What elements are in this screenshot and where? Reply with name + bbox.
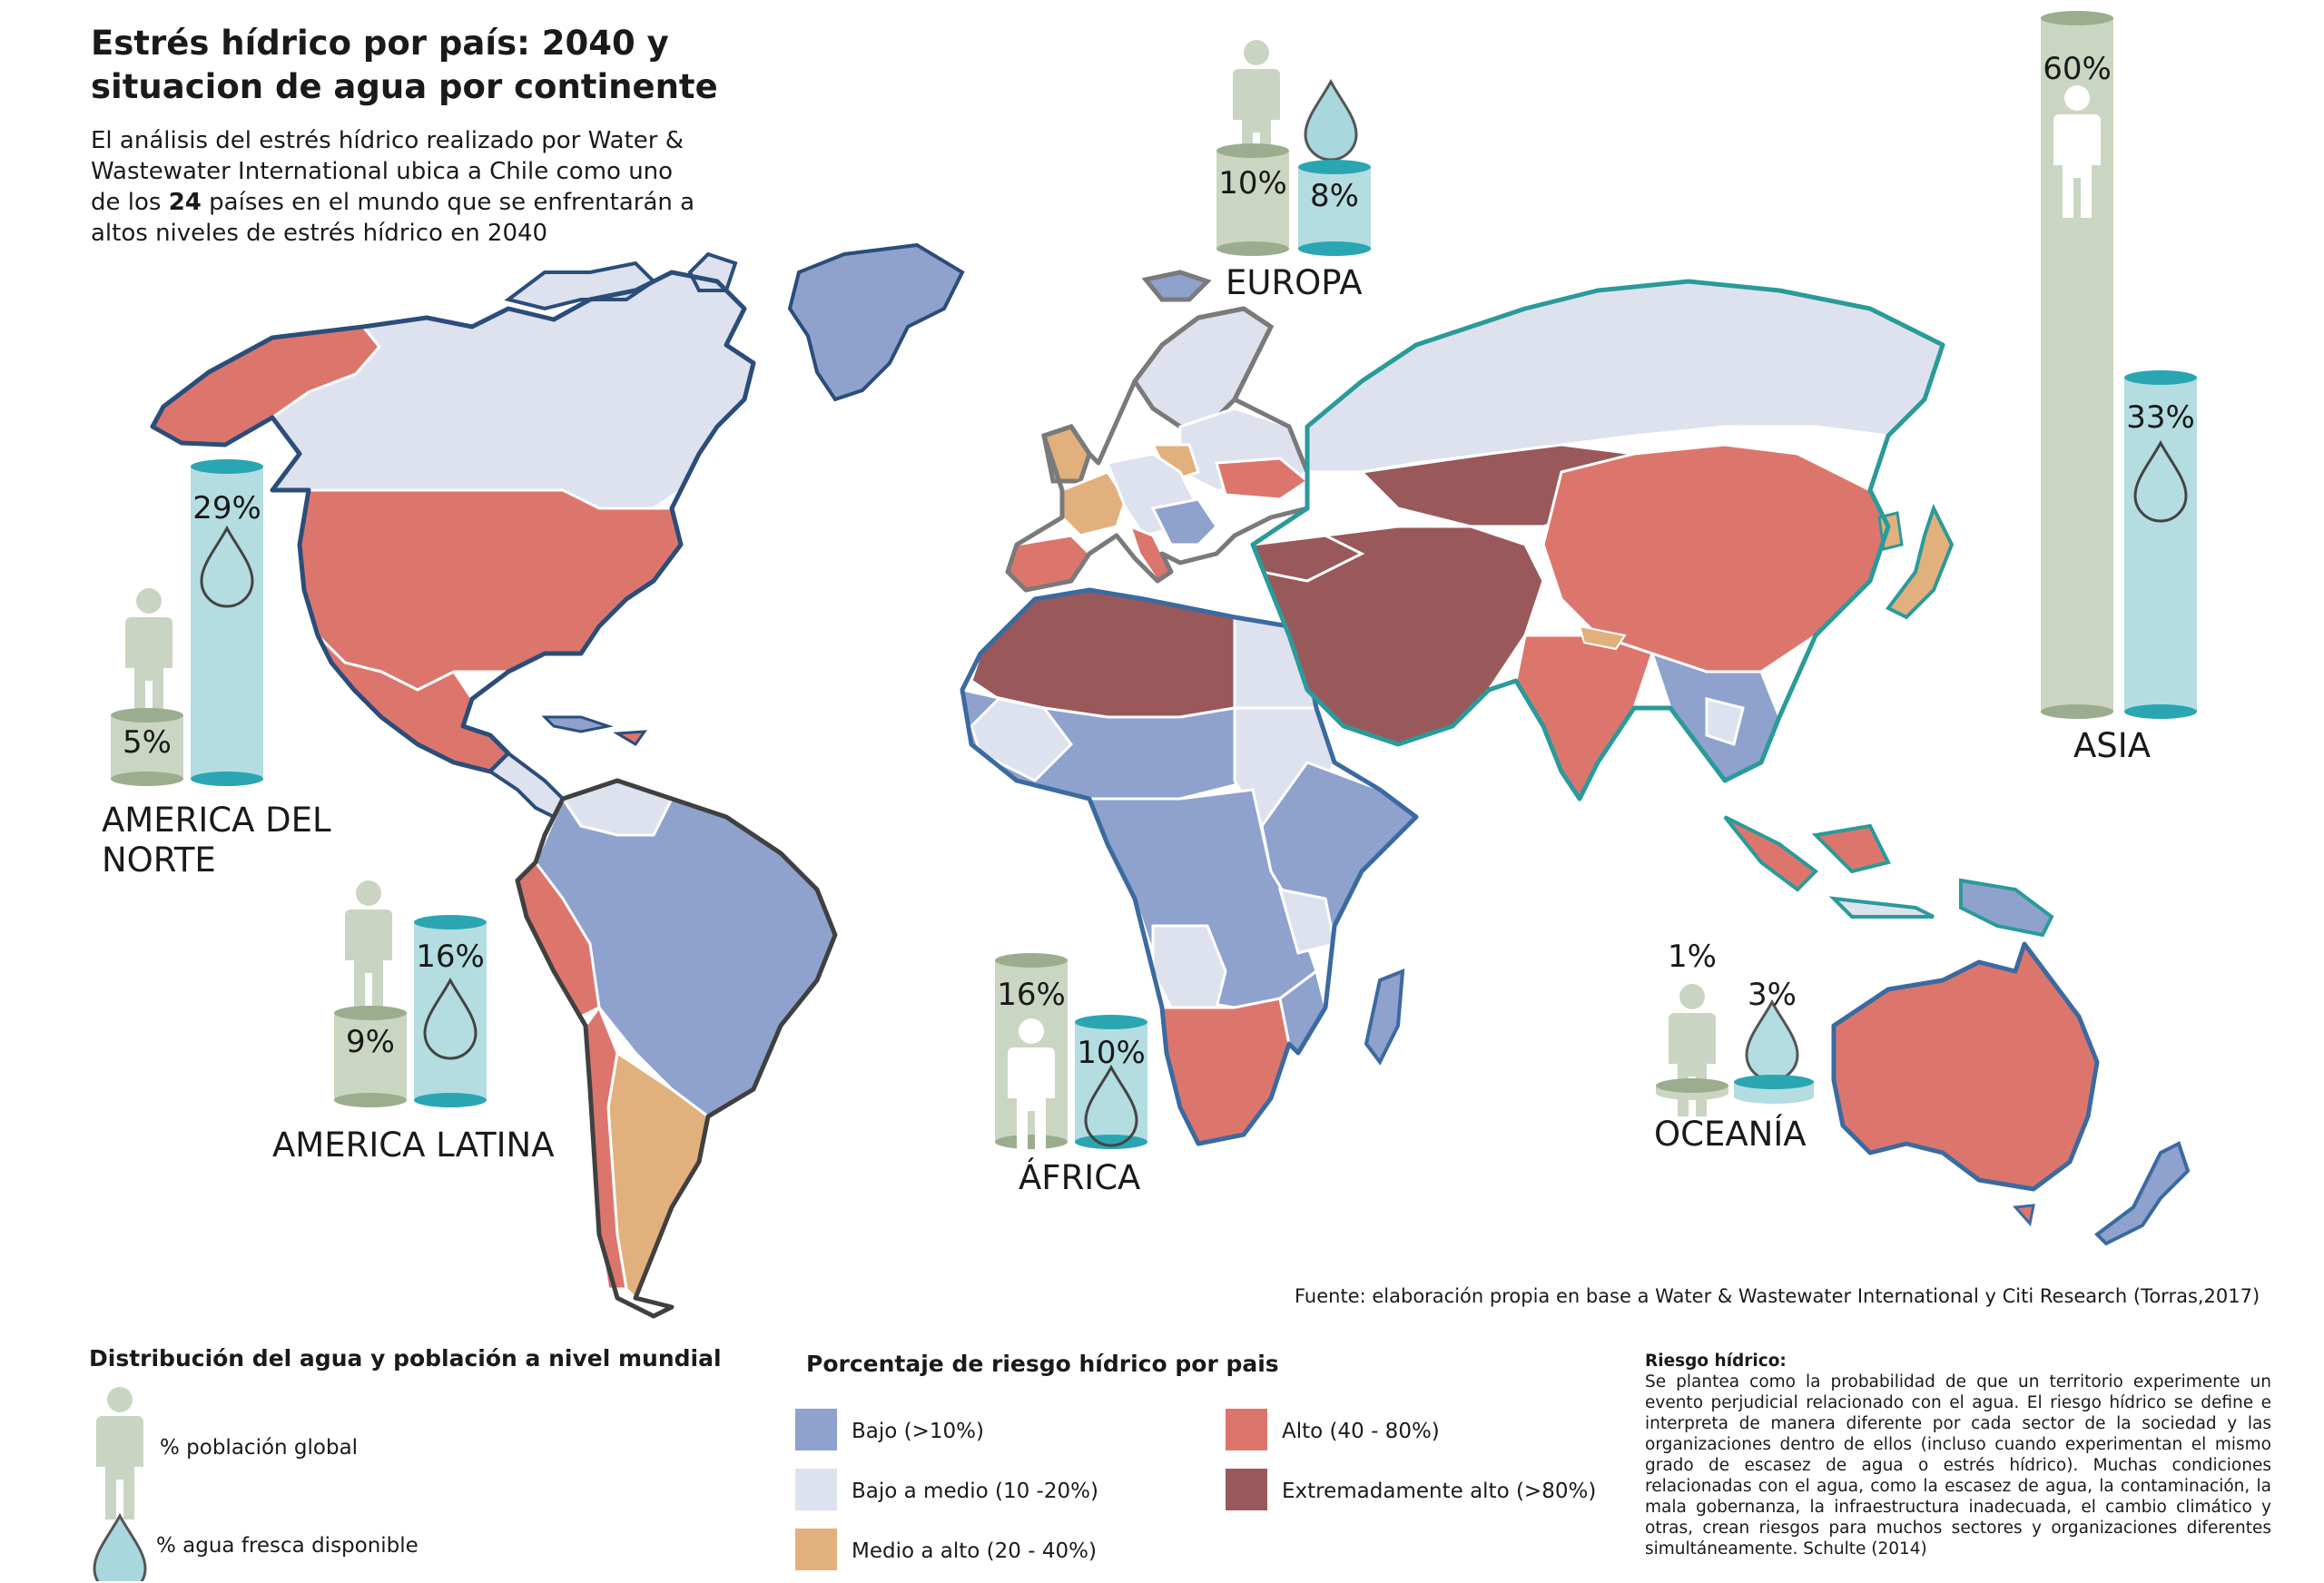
legend-high-label: Alto (40 - 80%): [1282, 1420, 1440, 1443]
continent-label-europe: EUROPA: [1226, 263, 1363, 302]
region-asia: [1250, 279, 2054, 938]
region-north-america: [150, 242, 965, 774]
region-central-america: [487, 715, 648, 820]
latin-america-water-pct: 16%: [416, 939, 485, 975]
north-america-indicators: [111, 459, 263, 786]
legend-risk-title: Porcentaje de riesgo hídrico por pais: [806, 1351, 1279, 1377]
country-indonesia: [1723, 815, 1819, 892]
legend-swatch-low: [795, 1409, 837, 1450]
legend-medium-high-label: Medio a alto (20 - 40%): [852, 1539, 1097, 1563]
risk-definition-title: Riesgo hídrico:: [1645, 1352, 1787, 1371]
asia-indicators: [2041, 11, 2197, 719]
region-oceania: [1831, 941, 2191, 1246]
region-africa: [960, 587, 1419, 1146]
oceania-water-pct: 3%: [1748, 977, 1797, 1013]
africa-indicators: [995, 953, 1147, 1151]
region-south-america: [515, 778, 838, 1319]
legend-swatch-extreme: [1226, 1469, 1267, 1510]
country-iceland: [1141, 270, 1212, 302]
country-thailand: [1705, 697, 1745, 746]
country-greenland: [787, 242, 965, 402]
europe-population-pct: 10%: [1218, 165, 1287, 202]
water-drop-icon: [89, 1510, 151, 1583]
oceania-indicators: [1656, 984, 1814, 1116]
country-russia: [1305, 280, 1945, 474]
country-papua: [1959, 878, 2054, 938]
page-title: Estrés hídrico por país: 2040 y situacio…: [91, 24, 718, 106]
country-tasmania: [2012, 1204, 2035, 1227]
intro-highlight: 24: [168, 189, 202, 216]
legend-population-label: % población global: [160, 1436, 359, 1460]
north-america-water-pct: 29%: [192, 490, 261, 526]
europe-indicators: [1216, 40, 1371, 256]
latin-america-population-pct: 9%: [346, 1024, 395, 1060]
country-ukraine: [1215, 457, 1310, 501]
country-australia: [1831, 941, 2100, 1192]
legend-swatch-medium-high: [795, 1529, 837, 1570]
legend-swatch-high: [1226, 1409, 1267, 1450]
continent-label-africa: ÁFRICA: [1019, 1158, 1141, 1197]
continent-label-asia: ASIA: [2073, 726, 2152, 765]
continent-label-oceania: OCEANÍA: [1654, 1115, 1807, 1154]
legend-low-medium-label: Bajo a medio (10 -20%): [852, 1480, 1098, 1503]
country-africa-north: [970, 588, 1274, 719]
asia-population-pct: 60%: [2043, 51, 2112, 87]
oceania-population-pct: 1%: [1668, 939, 1717, 975]
country-balkans: [1150, 497, 1218, 546]
person-icon: [89, 1389, 151, 1498]
legend-extreme-label: Extremadamente alto (>80%): [1282, 1480, 1597, 1503]
country-japan: [1885, 503, 1955, 620]
country-southern-africa: [1160, 997, 1291, 1145]
africa-water-pct: 10%: [1077, 1035, 1146, 1071]
source-note: Fuente: elaboración propia en base a Wat…: [1295, 1285, 2260, 1307]
africa-population-pct: 16%: [997, 977, 1066, 1013]
country-mali: [970, 697, 1073, 782]
intro-text: El análisis del estrés hídrico realizado…: [91, 125, 708, 249]
legend-swatch-low-medium: [795, 1469, 837, 1510]
country-new-zealand: [2093, 1141, 2191, 1246]
north-america-population-pct: 5%: [123, 724, 172, 761]
continent-label-latin-america: AMERICA LATINA: [272, 1126, 555, 1165]
region-europe: [1005, 270, 1310, 593]
country-usa: [298, 488, 683, 692]
risk-definition: Riesgo hídrico: Se plantea como la proba…: [1645, 1351, 2271, 1559]
intro-after: países en el mundo que se enfrentarán a …: [91, 189, 695, 247]
continent-label-north-america: AMERICA DEL NORTE: [102, 801, 331, 880]
latin-america-indicators: [334, 880, 487, 1107]
legend-low-label: Bajo (>10%): [852, 1420, 984, 1443]
intro-before: El análisis del estrés hídrico realizado…: [91, 127, 684, 216]
country-madagascar: [1364, 968, 1405, 1066]
legend-distribution-title: Distribución del agua y población a nive…: [89, 1345, 722, 1372]
asia-water-pct: 33%: [2126, 399, 2195, 436]
country-nepal: [1578, 624, 1627, 651]
risk-definition-text: Se plantea como la probabilidad de que u…: [1645, 1372, 2271, 1558]
legend-water-label: % agua fresca disponible: [156, 1534, 419, 1558]
europe-water-pct: 8%: [1310, 178, 1359, 214]
